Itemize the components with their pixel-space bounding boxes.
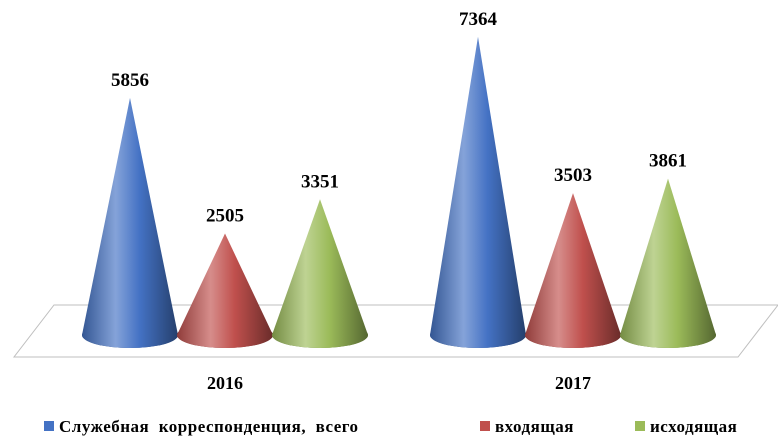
legend-label-1: Служебная корреспонденция, всего [59,417,359,436]
legend-label-3: исходящая [650,417,737,436]
legend-swatch-1 [44,421,54,431]
cone-3-2016 [272,199,368,348]
cone-2-2016 [177,233,273,348]
category-label-2016: 2016 [207,373,243,393]
legend-item-3: исходящая [635,417,737,436]
cone-2-2017 [525,193,621,348]
data-label-3-2016: 3351 [301,171,339,192]
data-label-1-2016: 5856 [111,70,149,91]
data-label-2-2017: 3503 [554,165,592,186]
data-label-1-2017: 7364 [459,9,498,30]
legend-item-1: Служебная корреспонденция, всего [44,417,359,436]
cone-3-2017 [620,178,716,348]
data-label-2-2016: 2505 [206,206,244,227]
legend-swatch-3 [635,421,645,431]
legend-label-2: входящая [495,417,574,436]
legend-swatch-2 [480,421,490,431]
category-label-2017: 2017 [555,373,591,393]
data-label-3-2017: 3861 [649,151,687,172]
cone-1-2016 [82,97,178,348]
cone-1-2017 [430,36,526,349]
legend-item-2: входящая [480,417,574,436]
